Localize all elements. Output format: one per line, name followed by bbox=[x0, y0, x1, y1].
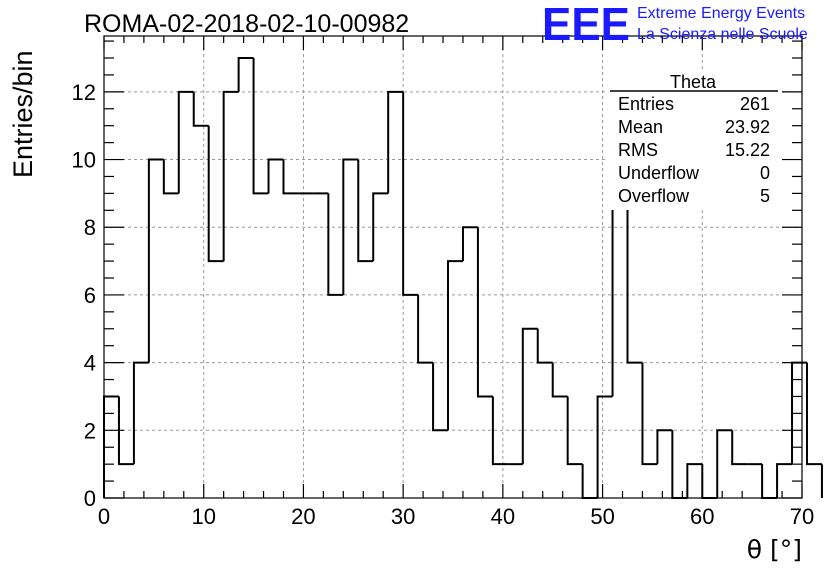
histogram-bin bbox=[731, 430, 748, 466]
histogram-bin bbox=[117, 396, 134, 466]
histogram-bin bbox=[805, 362, 822, 466]
x-axis-label: θ [°] bbox=[747, 535, 802, 564]
y-axis-label: Entries/bin bbox=[8, 50, 38, 178]
histogram-bin bbox=[551, 362, 568, 398]
stats-row-value: 0 bbox=[760, 163, 770, 183]
stats-row-value: 261 bbox=[740, 94, 770, 114]
x-tick-label: 50 bbox=[590, 504, 614, 529]
histogram-bin bbox=[342, 158, 359, 295]
histogram-bin bbox=[402, 91, 419, 296]
histogram-bin bbox=[656, 429, 673, 465]
histogram-bin bbox=[716, 429, 733, 498]
histogram-bin bbox=[132, 361, 149, 465]
y-tick-label: 10 bbox=[72, 148, 96, 173]
histogram-bin bbox=[521, 327, 538, 465]
stats-row-label: Overflow bbox=[618, 186, 690, 206]
histogram-bin bbox=[417, 294, 434, 364]
histogram-bin bbox=[581, 464, 598, 499]
y-tick-label: 2 bbox=[84, 418, 96, 443]
histogram-bin bbox=[252, 58, 269, 195]
stats-rows: Entries 261 Mean 23.92 RMS 15.22 Underflow 0 Ove… bbox=[618, 94, 770, 206]
histogram-bin bbox=[222, 90, 239, 262]
stats-row-label: Underflow bbox=[618, 163, 700, 183]
histogram-bin bbox=[237, 57, 254, 92]
histogram-bin bbox=[536, 328, 553, 364]
histogram-bin bbox=[596, 395, 613, 498]
x-tick-label: 40 bbox=[491, 504, 515, 529]
histogram-bin bbox=[267, 158, 284, 194]
histogram-bin bbox=[761, 464, 778, 499]
y-tick-label: 8 bbox=[84, 215, 96, 240]
x-tick-label: 10 bbox=[191, 504, 215, 529]
histogram-bin bbox=[447, 260, 463, 431]
histogram-bin bbox=[671, 430, 688, 499]
histogram-bin bbox=[387, 90, 404, 194]
stats-row-value: 5 bbox=[760, 186, 770, 206]
stats-box: Theta Entries 261 Mean 23.92 RMS 15.22 Underfl… bbox=[608, 72, 780, 210]
histogram-bin bbox=[461, 226, 478, 262]
histogram-bin bbox=[686, 463, 703, 498]
y-tick-label: 4 bbox=[84, 351, 96, 376]
y-tick-label: 0 bbox=[84, 486, 96, 511]
stats-row-label: Entries bbox=[618, 94, 674, 114]
histogram-bars bbox=[103, 57, 823, 499]
histogram-bin bbox=[476, 227, 493, 398]
histogram-bin bbox=[147, 158, 164, 363]
histogram-bin bbox=[177, 90, 194, 194]
histogram-bin bbox=[641, 362, 658, 466]
grid-lines bbox=[104, 36, 802, 498]
x-tick-label: 60 bbox=[690, 504, 714, 529]
y-tick-labels: 0 2 4 6 8 10 12 bbox=[72, 80, 96, 511]
histogram-bin bbox=[566, 396, 583, 466]
x-tick-labels: 0 10 20 30 40 50 60 70 bbox=[98, 504, 814, 529]
histogram-bin bbox=[491, 396, 508, 466]
histogram-bin bbox=[327, 193, 344, 296]
stats-row-value: 15.22 bbox=[725, 140, 770, 160]
x-tick-label: 70 bbox=[790, 504, 814, 529]
histogram-bin bbox=[207, 125, 224, 263]
x-tick-label: 30 bbox=[391, 504, 415, 529]
stats-row-value: 23.92 bbox=[725, 117, 770, 137]
histogram-bin bbox=[776, 463, 793, 498]
logo-line-2: La Scienza nelle Scuole bbox=[637, 26, 808, 43]
plot-frame bbox=[103, 35, 803, 499]
stats-row-label: Mean bbox=[618, 117, 663, 137]
y-tick-label: 12 bbox=[72, 80, 96, 105]
axis-ticks bbox=[103, 36, 803, 499]
stats-background bbox=[608, 72, 780, 210]
histogram-bin bbox=[432, 362, 449, 432]
x-tick-label: 20 bbox=[291, 504, 315, 529]
histogram-bin bbox=[162, 159, 179, 195]
histogram-bin bbox=[357, 159, 374, 263]
stats-title: Theta bbox=[670, 72, 717, 92]
chart-title: ROMA-02-2018-02-10-00982 bbox=[84, 10, 409, 38]
eee-logo: EEE Extreme Energy Events La Scienza nel… bbox=[542, 0, 808, 50]
x-tick-label: 0 bbox=[98, 504, 110, 529]
histogram-bin bbox=[282, 159, 299, 195]
y-tick-label: 6 bbox=[84, 283, 96, 308]
histogram-bin bbox=[192, 91, 209, 127]
histogram-bin bbox=[372, 192, 389, 262]
logo-line-1: Extreme Energy Events bbox=[637, 5, 805, 22]
stats-row-label: RMS bbox=[618, 140, 658, 160]
logo-mark: EEE bbox=[542, 0, 630, 50]
histogram-bin bbox=[701, 464, 718, 499]
